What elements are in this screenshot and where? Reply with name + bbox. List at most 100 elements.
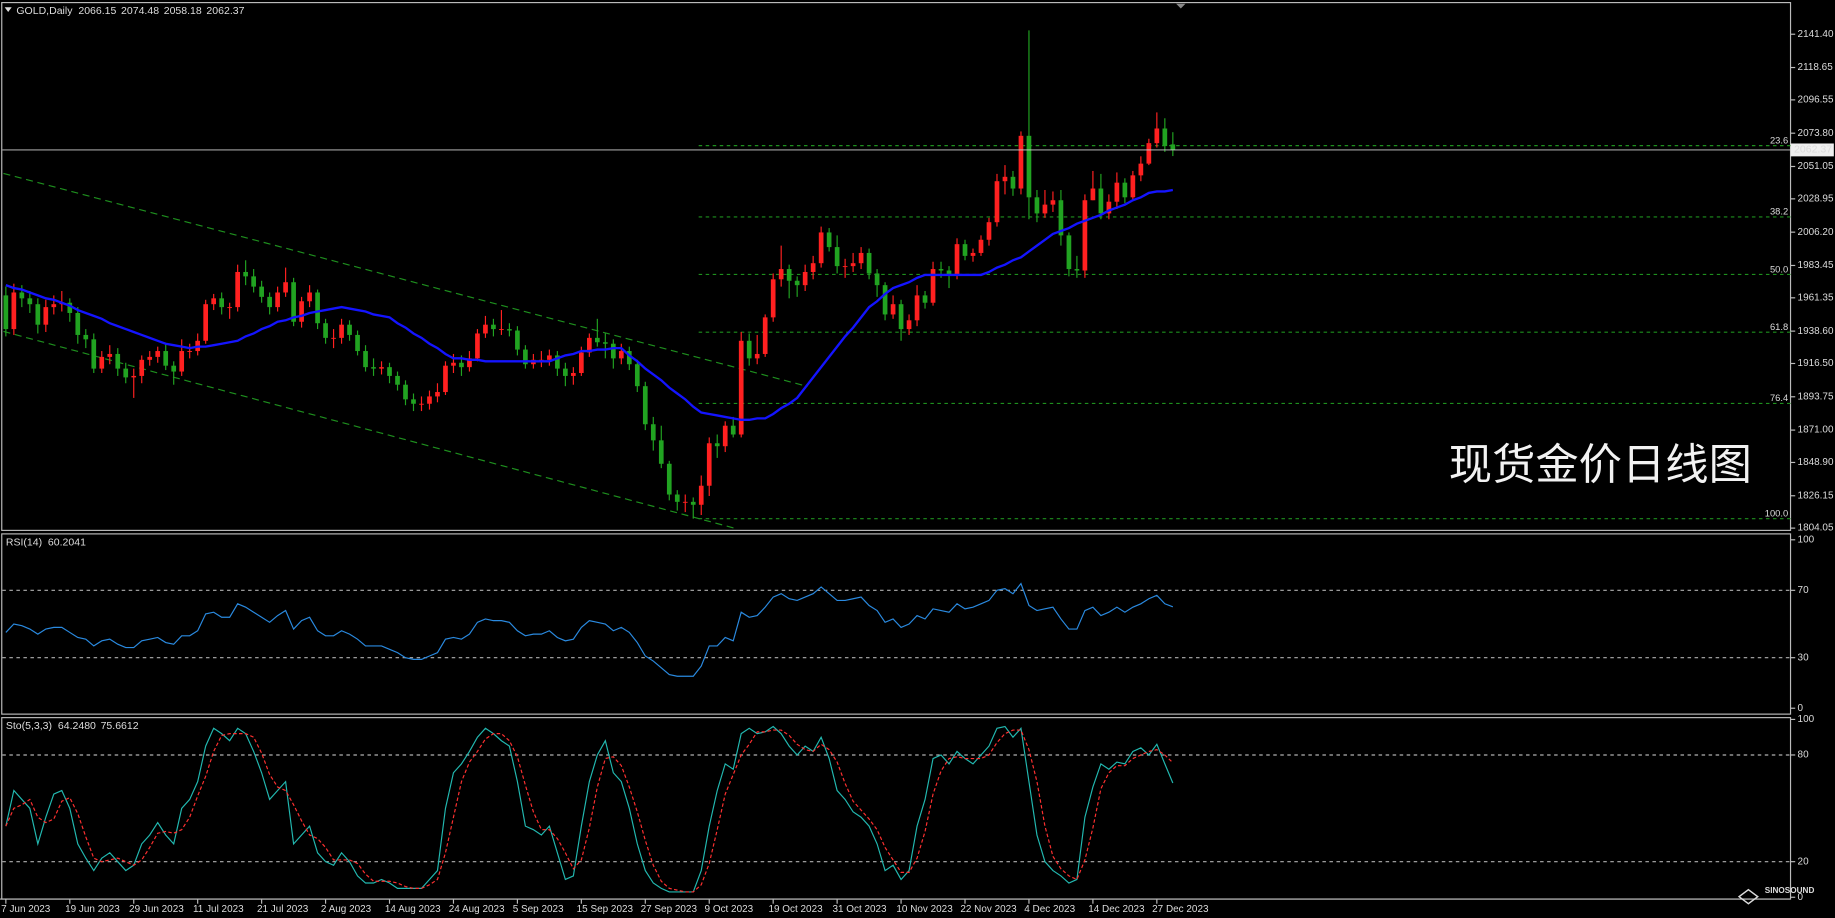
candle-body	[1034, 197, 1040, 214]
candle-body	[818, 232, 824, 264]
candle-body	[219, 298, 225, 308]
candle-body	[115, 353, 121, 369]
x-tick-label: 27 Sep 2023	[641, 904, 698, 915]
candle-body	[499, 329, 504, 331]
y-tick-label: 2118.65	[1798, 62, 1834, 73]
fib-label: 76.4	[1770, 393, 1788, 403]
candle-body	[299, 301, 304, 322]
x-tick-label: 4 Dec 2023	[1024, 904, 1075, 915]
candle-body	[315, 292, 320, 324]
candle-body	[515, 330, 520, 350]
candle-body	[99, 356, 105, 369]
candle-body	[666, 463, 672, 495]
x-tick-label: 22 Nov 2023	[960, 904, 1017, 915]
candle-body	[1026, 135, 1032, 198]
panel-title: RSI(14)	[6, 536, 42, 548]
candle-body	[1010, 176, 1016, 189]
panel-title: Sto(5,3,3)	[6, 720, 52, 732]
indicator-line	[5, 725, 1174, 893]
candle-body	[347, 324, 352, 335]
fib-label: 38.2	[1770, 207, 1788, 217]
candle-body	[307, 292, 312, 302]
candle-body	[123, 368, 129, 378]
candle-body	[43, 307, 49, 325]
candle-body	[275, 292, 280, 308]
y-tick-label: 70	[1798, 585, 1810, 596]
candle-body	[251, 276, 256, 287]
candle-body	[451, 362, 456, 366]
y-tick-label: 1893.75	[1798, 391, 1834, 402]
candle-body	[874, 273, 880, 286]
candle-body	[762, 317, 768, 354]
candle-body	[291, 282, 296, 322]
candle-body	[1082, 200, 1088, 271]
fib-label: 100.0	[1765, 508, 1788, 518]
candle-body	[203, 304, 209, 341]
panel-title: GOLD,Daily	[16, 5, 73, 17]
candle-body	[626, 351, 632, 365]
candle-body	[387, 367, 392, 376]
candle-body	[882, 285, 888, 315]
candle-body	[3, 295, 9, 330]
x-tick-label: 2 Aug 2023	[321, 904, 372, 915]
candle-body	[970, 252, 976, 256]
candle-body	[594, 337, 600, 343]
candle-body	[778, 269, 784, 280]
y-tick-label: 2073.80	[1798, 128, 1834, 139]
candle-body	[674, 494, 680, 502]
y-tick-label: 1983.45	[1798, 260, 1834, 271]
candle-body	[427, 396, 432, 404]
panel-title-value: 64.2480	[58, 720, 96, 732]
annotation: 现货金价日线图	[1449, 440, 1752, 490]
candle-body	[171, 365, 177, 372]
candle-body	[579, 352, 584, 373]
shift-marker	[1176, 3, 1186, 9]
y-tick-label: 2096.55	[1798, 95, 1834, 106]
candle-body	[187, 351, 193, 352]
candle-body	[107, 353, 113, 357]
y-tick-label: 2141.40	[1798, 29, 1834, 40]
candle-body	[754, 353, 760, 359]
candle-body	[467, 358, 472, 368]
candle-body	[523, 349, 528, 365]
candle-body	[994, 181, 1000, 223]
candle-body	[131, 375, 137, 378]
y-tick-label: 1871.00	[1798, 425, 1834, 436]
x-tick-label: 24 Aug 2023	[449, 904, 505, 915]
y-tick-label: 1804.05	[1798, 523, 1834, 534]
candle-body	[331, 337, 336, 339]
candle-body	[459, 362, 464, 368]
candle-body	[587, 337, 592, 353]
candle-body	[1098, 188, 1104, 214]
candle-body	[1154, 128, 1160, 144]
y-tick-label: 1961.35	[1798, 292, 1834, 303]
candle-body	[371, 367, 376, 369]
candle-body	[1090, 188, 1096, 201]
candle-body	[1146, 143, 1152, 164]
candle-body	[555, 355, 560, 369]
candle-body	[602, 342, 608, 344]
candle-body	[810, 263, 816, 272]
candle-body	[770, 279, 776, 318]
logo-icon	[1737, 888, 1759, 905]
candle-body	[658, 440, 664, 464]
candle-body	[634, 364, 640, 387]
candle-body	[259, 286, 264, 297]
candle-body	[475, 333, 480, 359]
candle-body	[1130, 175, 1136, 198]
candle-body	[563, 368, 568, 376]
candle-body	[826, 232, 832, 248]
candle-body	[1042, 204, 1048, 214]
candle-body	[435, 392, 440, 397]
x-tick-label: 7 Jun 2023	[1, 904, 51, 915]
candle-body	[858, 252, 864, 264]
fib-label: 61.8	[1770, 322, 1788, 332]
candle-body	[930, 269, 936, 303]
candle-body	[211, 298, 217, 305]
candle-body	[746, 340, 752, 359]
candle-body	[67, 302, 73, 313]
candle-body	[35, 304, 41, 325]
candle-body	[507, 329, 512, 331]
